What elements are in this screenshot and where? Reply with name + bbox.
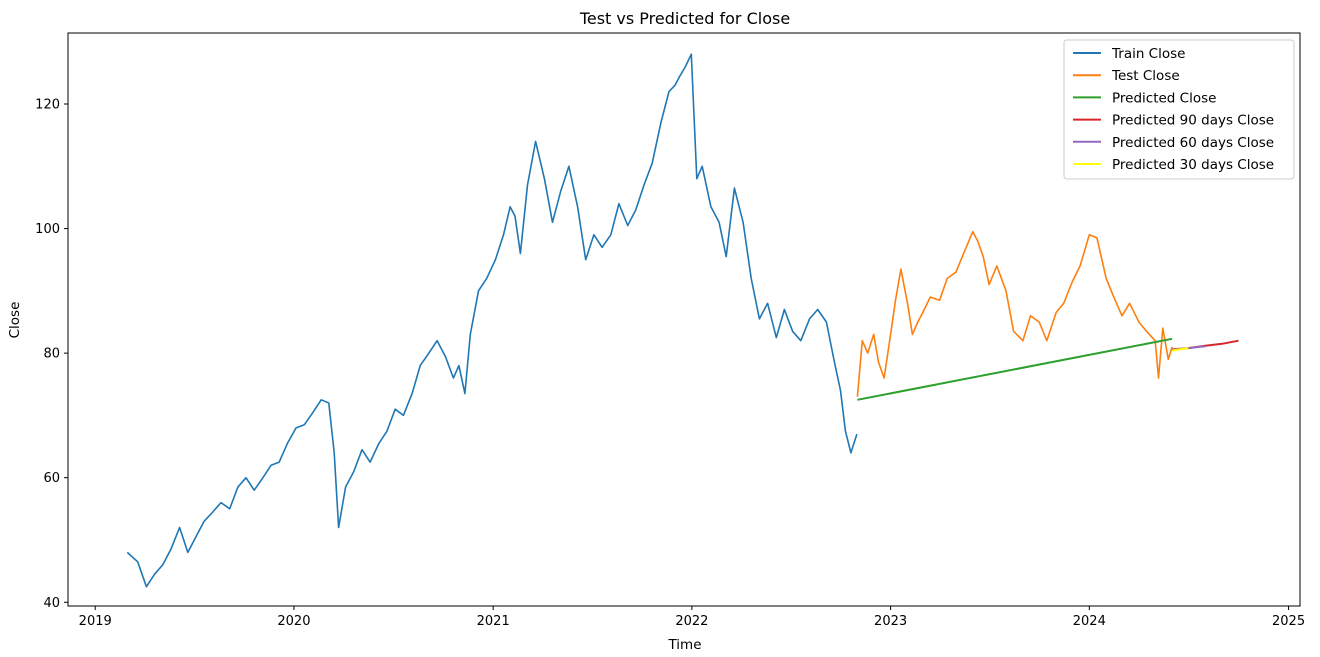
chart-title: Test vs Predicted for Close <box>579 9 790 28</box>
legend-label: Predicted 60 days Close <box>1112 135 1274 151</box>
series-line-0 <box>126 53 858 588</box>
y-tick-label: 60 <box>43 471 60 486</box>
legend-label: Test Close <box>1111 68 1180 84</box>
x-tick-label: 2024 <box>1073 614 1106 629</box>
series-line-2 <box>857 337 1173 401</box>
y-tick-label: 120 <box>35 98 60 113</box>
legend-label: Predicted 30 days Close <box>1112 157 1274 173</box>
plot-frame <box>67 32 1301 607</box>
x-tick-label: 2023 <box>874 614 907 629</box>
y-tick-label: 40 <box>43 596 60 611</box>
plot-area <box>126 53 1239 588</box>
series-line-5 <box>1171 347 1189 352</box>
legend-label: Train Close <box>1111 46 1185 62</box>
x-axis: 2019 2020 2021 2022 2023 2024 2025 <box>79 606 1305 629</box>
series-line-1 <box>856 230 1173 397</box>
y-tick-label: 80 <box>43 347 60 362</box>
legend-box <box>1063 39 1295 180</box>
x-tick-label: 2019 <box>79 614 112 629</box>
x-axis-label: Time <box>667 637 701 653</box>
x-tick-label: 2022 <box>675 614 708 629</box>
legend: Train Close Test Close Predicted Close Pred… <box>1063 39 1295 180</box>
y-axis: 40 60 80 100 120 <box>35 98 68 611</box>
x-tick-label: 2025 <box>1272 614 1305 629</box>
y-tick-label: 100 <box>35 222 60 237</box>
y-axis-label: Close <box>7 302 23 339</box>
legend-label: Predicted Close <box>1112 90 1216 106</box>
x-tick-label: 2020 <box>277 614 310 629</box>
x-tick-label: 2021 <box>477 614 510 629</box>
legend-label: Predicted 90 days Close <box>1112 113 1274 129</box>
